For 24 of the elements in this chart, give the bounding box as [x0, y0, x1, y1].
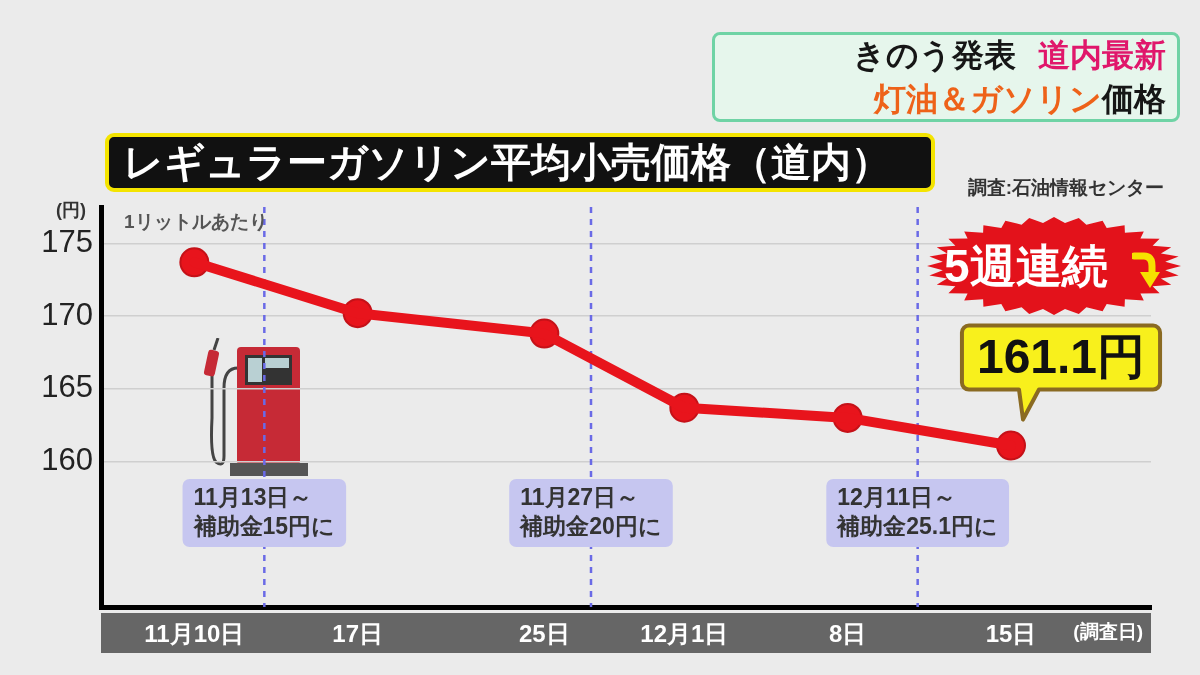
text: 道内最新: [1038, 36, 1166, 74]
ref-line-label: 11月27日～補助金20円に: [519, 483, 662, 539]
x-tick-label: 11月10日: [144, 620, 245, 648]
text: 灯油＆ガソリン: [874, 80, 1102, 118]
annotation: 1リットルあたり: [124, 210, 268, 234]
text: きのう発表: [853, 36, 1016, 74]
ref-line-label: 11月13日～補助金15円に: [192, 483, 336, 539]
annotation: 5週連続: [944, 239, 1108, 294]
x-tick-label: 8日: [828, 620, 867, 648]
x-tick-label: 15日: [985, 620, 1037, 648]
y-axis-title: (円): [56, 199, 86, 220]
data-label: 161.1円: [976, 329, 1146, 383]
text: 調査:石油情報センター: [967, 176, 1164, 200]
ref-line-label: 12月11日～補助金25.1円に: [836, 483, 999, 539]
x-axis-title: (調査日): [1073, 621, 1143, 643]
y-tick-label: 165: [41, 369, 93, 405]
x-tick-label: 17日: [332, 620, 384, 648]
y-tick-label: 170: [41, 296, 93, 332]
y-tick-label: 160: [41, 442, 93, 478]
x-tick-label: 12月1日: [640, 620, 729, 648]
text: 価格: [1102, 80, 1166, 118]
x-tick-label: 25日: [518, 620, 570, 648]
chart-title: レギュラーガソリン平均小売価格（道内）: [105, 133, 935, 192]
y-tick-label: 175: [41, 223, 93, 259]
